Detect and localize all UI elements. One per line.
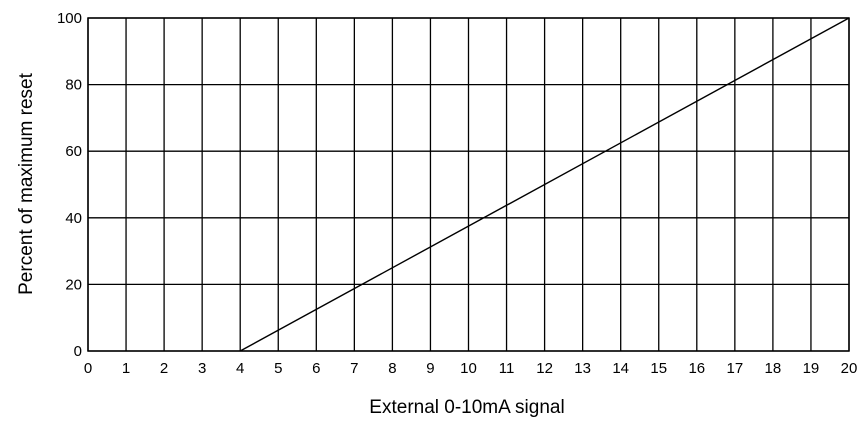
y-axis-label: Percent of maximum reset bbox=[16, 72, 37, 294]
x-tick-label: 1 bbox=[122, 360, 130, 377]
series-layer bbox=[239, 17, 850, 352]
y-tick-label: 60 bbox=[65, 143, 82, 160]
x-tick-label: 3 bbox=[198, 360, 206, 377]
x-tick-label: 6 bbox=[312, 360, 320, 377]
x-tick-label: 18 bbox=[765, 360, 782, 377]
x-tick-label: 9 bbox=[426, 360, 434, 377]
x-tick-label: 12 bbox=[536, 360, 553, 377]
x-tick-label: 16 bbox=[688, 360, 705, 377]
y-tick-labels: 0 20 40 60 80 100 bbox=[57, 10, 82, 360]
y-tick-label: 80 bbox=[65, 77, 82, 94]
x-tick-label: 15 bbox=[650, 360, 667, 377]
x-tick-label: 0 bbox=[84, 360, 92, 377]
y-tick-label: 40 bbox=[65, 210, 82, 227]
x-tick-label: 8 bbox=[388, 360, 396, 377]
x-tick-label: 14 bbox=[612, 360, 629, 377]
grid bbox=[87, 17, 850, 352]
x-tick-label: 10 bbox=[460, 360, 477, 377]
x-tick-label: 20 bbox=[841, 360, 858, 377]
x-tick-label: 2 bbox=[160, 360, 168, 377]
x-tick-labels: 0 1 2 3 4 5 6 7 8 9 10 11 12 13 14 15 16 17 18 19 20 bbox=[84, 360, 858, 377]
x-axis-label: External 0-10mA signal bbox=[369, 397, 564, 418]
series-line bbox=[239, 17, 850, 352]
y-tick-label: 100 bbox=[57, 10, 82, 27]
x-tick-label: 5 bbox=[274, 360, 282, 377]
y-tick-label: 0 bbox=[74, 343, 82, 360]
x-tick-label: 19 bbox=[803, 360, 820, 377]
x-tick-label: 11 bbox=[499, 360, 515, 377]
plot-frame bbox=[87, 17, 850, 352]
y-tick-label: 20 bbox=[65, 276, 82, 293]
x-tick-label: 7 bbox=[350, 360, 358, 377]
x-tick-label: 17 bbox=[727, 360, 744, 377]
x-tick-label: 13 bbox=[574, 360, 591, 377]
x-tick-label: 4 bbox=[236, 360, 244, 377]
